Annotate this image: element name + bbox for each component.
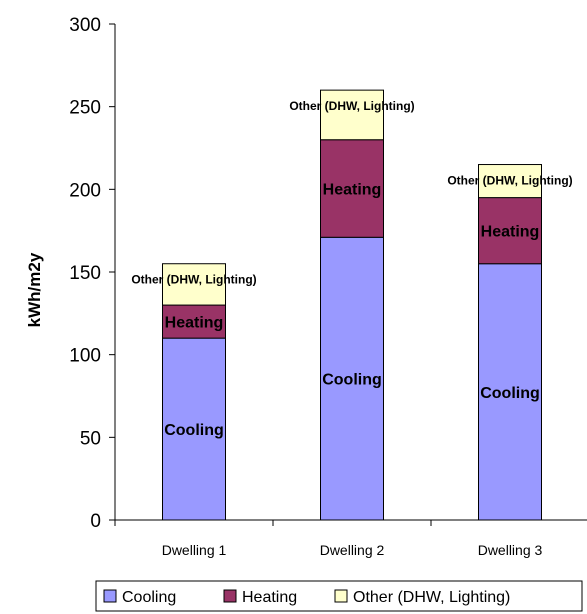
y-axis-title: kWh/m2y xyxy=(25,252,44,327)
axes: 0 50 100 150 200 250 300 Dwelling 1 Dwelling 2 Dw… xyxy=(69,15,587,558)
y-tick-label: 50 xyxy=(80,428,101,449)
legend-entry: Cooling xyxy=(122,589,176,606)
bar-segment-other xyxy=(162,263,226,306)
legend-swatch xyxy=(103,589,117,603)
bar-segment-cooling xyxy=(478,263,542,521)
segment-label: Heating xyxy=(165,315,224,332)
y-tick-label: 200 xyxy=(69,180,101,201)
x-tick-label: Dwelling 1 xyxy=(162,542,227,558)
segment-label: Other (DHW, Lighting) xyxy=(131,273,256,287)
x-tick-label: Dwelling 3 xyxy=(478,542,543,558)
bars xyxy=(162,89,542,521)
segment-label: Cooling xyxy=(480,385,540,402)
y-tick-label: 150 xyxy=(69,263,101,284)
y-tick-label: 100 xyxy=(69,346,101,367)
legend-entry: Heating xyxy=(242,589,297,606)
legend-swatch xyxy=(223,589,237,603)
segment-label: Cooling xyxy=(322,372,382,389)
bar-segment-cooling xyxy=(320,236,384,521)
bar-segment-heating xyxy=(478,197,542,265)
bar-segment-heating xyxy=(320,139,384,238)
y-tick-label: 0 xyxy=(90,511,101,532)
x-tick-label: Dwelling 2 xyxy=(320,542,385,558)
bar-segment-cooling xyxy=(162,337,226,521)
segment-label: Heating xyxy=(481,224,540,241)
legend-entry: Other (DHW, Lighting) xyxy=(353,589,510,606)
legend-swatch xyxy=(334,589,348,603)
y-tick-label: 300 xyxy=(69,15,101,36)
segment-labels: Cooling Heating Other (DHW, Lighting) Cooli… xyxy=(131,99,572,439)
segment-label: Other (DHW, Lighting) xyxy=(447,174,572,188)
bar-segment-heating xyxy=(162,304,226,339)
legend: Cooling Heating Other (DHW, Lighting) xyxy=(95,580,583,612)
segment-label: Heating xyxy=(323,182,382,199)
segment-label: Other (DHW, Lighting) xyxy=(289,99,414,113)
y-tick-label: 250 xyxy=(69,98,101,119)
segment-label: Cooling xyxy=(164,422,224,439)
bar-segment-other xyxy=(478,164,542,199)
bar-segment-other xyxy=(320,89,384,141)
